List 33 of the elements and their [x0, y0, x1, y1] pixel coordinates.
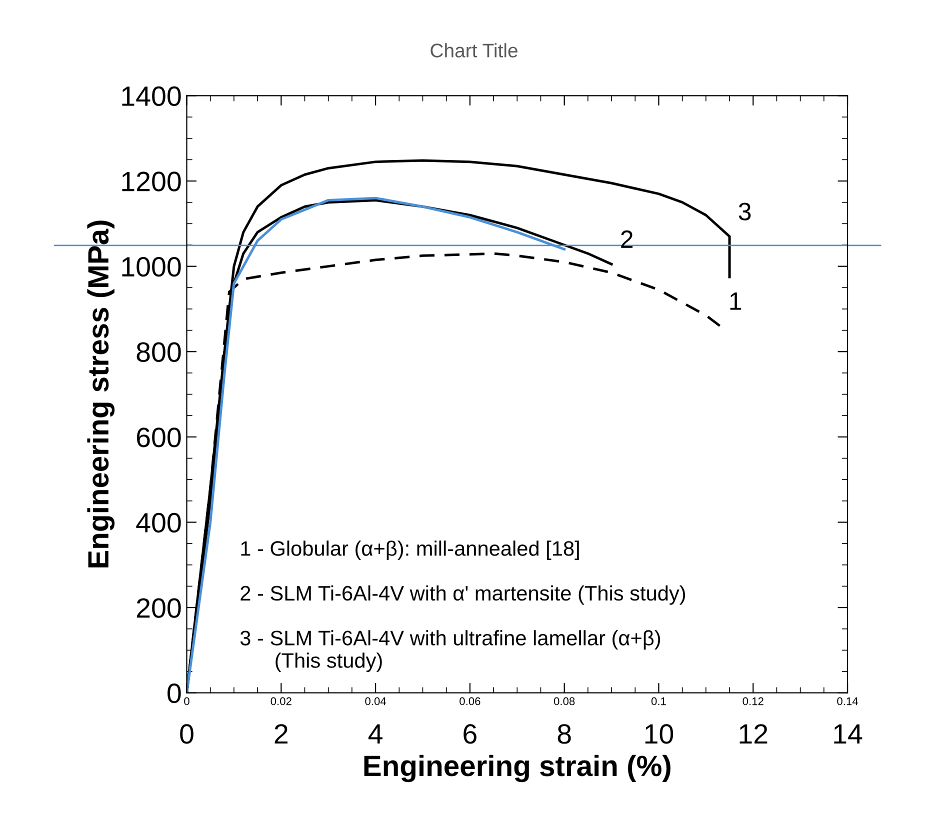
y-tick-label: 600: [136, 428, 181, 448]
series-label: 1: [730, 292, 742, 310]
y-tick-label: 1400: [122, 86, 181, 106]
y-tick-label: 200: [136, 598, 181, 618]
x-axis-title: Engineering strain (%): [364, 754, 670, 782]
y-tick-label: 400: [136, 512, 181, 533]
y-tick-label: 1000: [122, 256, 181, 277]
y-tick-label: 1200: [122, 172, 181, 192]
y-axis-title: Engineering stress (MPa): [87, 220, 115, 568]
annotation: 1 - Globular (α+β): mill-annealed [18]: [241, 540, 579, 560]
x2-tick-label: 0.14: [837, 697, 858, 706]
x2-tick-label: 0.04: [365, 697, 386, 706]
x-tick-label: 2: [274, 724, 288, 744]
x2-tick-label: 0.1: [651, 697, 666, 706]
x2-tick-label: 0.08: [554, 697, 575, 706]
x-tick-label: 8: [558, 724, 571, 744]
x2-tick-label: 0.06: [460, 697, 480, 706]
x2-tick-label: 0: [184, 697, 190, 706]
x-tick-label: 4: [368, 724, 382, 744]
x-tick-label: 0: [180, 724, 194, 744]
y-tick-label: 0: [168, 684, 181, 704]
annotation: 3 - SLM Ti-6Al-4V with ultrafine lamellar (α+β) (This study): [240, 630, 660, 672]
x-tick-label: 10: [645, 724, 674, 744]
annotation: 2 - SLM Ti-6Al-4V with α' martensite (This study): [240, 585, 686, 605]
x-tick-label: 14: [834, 724, 862, 744]
x2-tick-label: 0.12: [742, 697, 764, 706]
series-label: 3: [738, 202, 751, 220]
x-tick-label: 12: [740, 724, 768, 744]
chart-title: Chart Title: [430, 43, 518, 58]
x-tick-label: 6: [464, 724, 476, 744]
series-label: 2: [621, 230, 633, 248]
x2-tick-label: 0.02: [270, 697, 292, 706]
y-tick-label: 800: [136, 342, 181, 362]
